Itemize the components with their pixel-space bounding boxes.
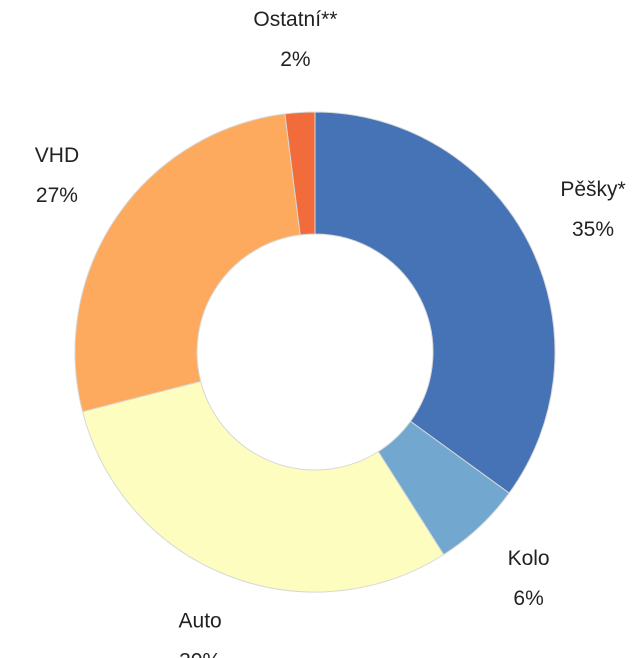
slice-label: VHD — [35, 144, 79, 167]
slice-label: Ostatní** — [253, 8, 337, 31]
slice-value-label: 6% — [513, 587, 543, 610]
donut-slice — [81, 380, 445, 593]
donut-slice — [284, 111, 316, 236]
slice-label: Kolo — [508, 547, 550, 570]
slice-value-label: 30% — [179, 650, 221, 658]
donut-slice — [74, 113, 301, 413]
slice-label: Pěšky* — [560, 178, 625, 201]
slice-label: Auto — [179, 610, 222, 633]
slice-value-label: 27% — [36, 184, 78, 207]
slice-value-label: 35% — [572, 218, 614, 241]
donut-slice — [314, 111, 556, 494]
slice-value-label: 2% — [280, 48, 310, 71]
